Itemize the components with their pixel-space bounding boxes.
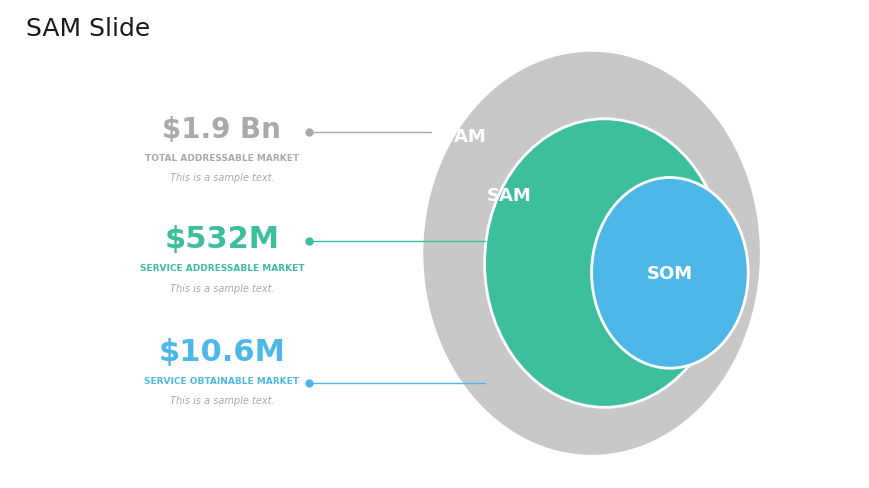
Text: SAM: SAM xyxy=(486,186,531,204)
Text: $532M: $532M xyxy=(164,224,279,254)
Text: SAM Slide: SAM Slide xyxy=(26,17,150,41)
Ellipse shape xyxy=(421,51,760,456)
Text: $10.6M: $10.6M xyxy=(158,337,285,366)
Text: This is a sample text.: This is a sample text. xyxy=(169,395,274,405)
Text: TOTAL ADDRESSABLE MARKET: TOTAL ADDRESSABLE MARKET xyxy=(144,154,299,163)
Ellipse shape xyxy=(591,178,747,368)
Text: This is a sample text.: This is a sample text. xyxy=(169,173,274,183)
Text: SERVICE OBTAINABLE MARKET: SERVICE OBTAINABLE MARKET xyxy=(144,376,299,385)
Text: $1.9 Bn: $1.9 Bn xyxy=(163,115,281,143)
Ellipse shape xyxy=(484,120,724,407)
Text: TAM: TAM xyxy=(443,128,487,145)
Text: SERVICE ADDRESSABLE MARKET: SERVICE ADDRESSABLE MARKET xyxy=(139,264,304,273)
Text: This is a sample text.: This is a sample text. xyxy=(169,283,274,293)
Text: SOM: SOM xyxy=(646,264,693,282)
